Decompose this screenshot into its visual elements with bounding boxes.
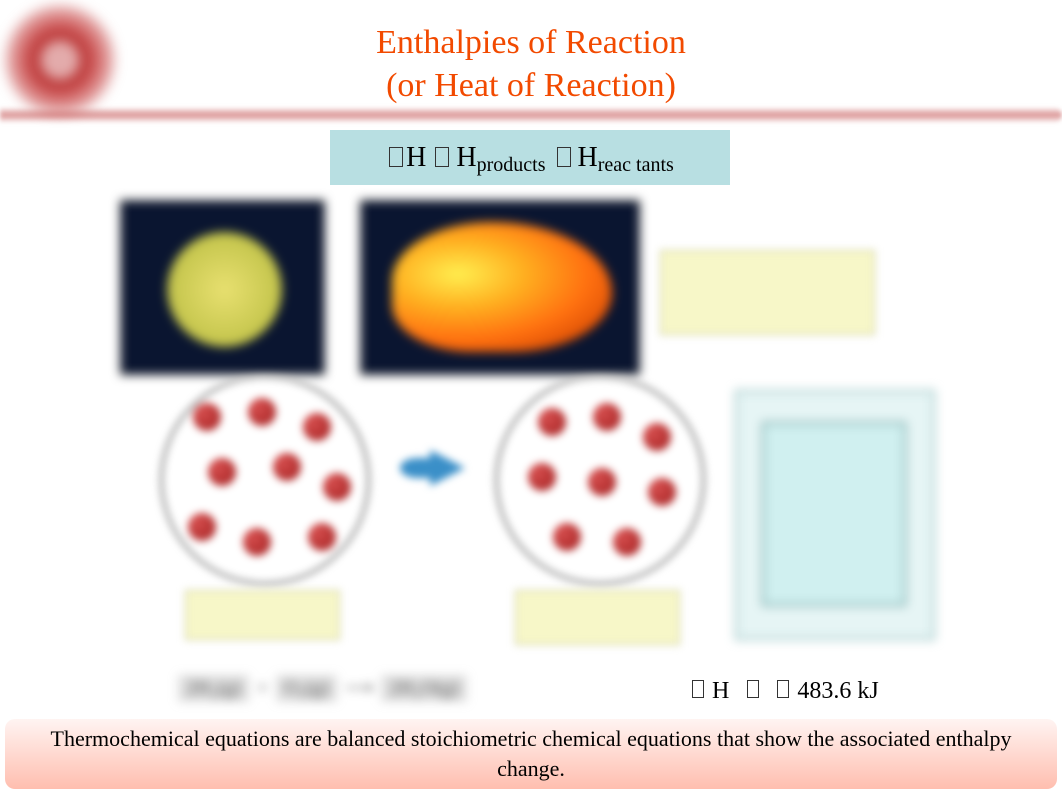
annotation-products: [515, 590, 680, 645]
atom-icon: [323, 473, 351, 501]
atom-icon: [188, 513, 216, 541]
atom-icon: [588, 468, 616, 496]
page-title: Enthalpies of Reaction (or Heat of React…: [0, 22, 1062, 107]
reaction-diagram: 2H₂(g) + O₂(g) ⟶ 2H₂O(g): [115, 195, 945, 715]
enthalpy-equation: H H products H reac tants: [330, 130, 730, 185]
atom-icon: [648, 478, 676, 506]
dh-number: 483.6 kJ: [797, 678, 878, 704]
reactants-molecule-view: [160, 375, 370, 585]
atom-icon: [643, 423, 671, 451]
balloon-photo: [120, 200, 325, 375]
atom-icon: [528, 463, 556, 491]
title-line-1: Enthalpies of Reaction: [0, 22, 1062, 65]
delta-glyph-2: [692, 680, 704, 698]
enthalpy-diagram: [735, 390, 935, 640]
footer-bar: Thermochemical equations are balanced st…: [5, 719, 1057, 789]
delta-glyph-1: [389, 147, 403, 167]
dh-equals: [747, 680, 759, 698]
annotation-reactants: [185, 590, 340, 640]
equals-glyph: [435, 147, 449, 167]
atom-icon: [243, 528, 271, 556]
subscript-reactants: reac tants: [598, 154, 674, 177]
equation-h-1: H: [406, 142, 426, 174]
atom-icon: [308, 523, 336, 551]
dh-h: H: [712, 678, 729, 704]
minus-glyph: [557, 147, 571, 167]
atom-icon: [553, 523, 581, 551]
reaction-arrow-icon: [400, 450, 470, 485]
atom-icon: [208, 458, 236, 486]
atom-icon: [613, 528, 641, 556]
explosion-photo: [360, 200, 640, 375]
atom-icon: [273, 453, 301, 481]
annotation-top: [660, 250, 875, 335]
footer-text: Thermochemical equations are balanced st…: [35, 724, 1027, 783]
atom-icon: [248, 398, 276, 426]
chemical-equation-blurred: 2H₂(g) + O₂(g) ⟶ 2H₂O(g): [175, 675, 595, 705]
header-divider: [0, 108, 1062, 122]
atom-icon: [538, 408, 566, 436]
dh-minus: [777, 680, 789, 698]
atom-icon: [303, 413, 331, 441]
equation-h-2: H: [456, 142, 476, 174]
products-molecule-view: [495, 375, 705, 585]
title-line-2: (or Heat of Reaction): [0, 65, 1062, 108]
subscript-products: products: [477, 154, 546, 177]
equation-h-3: H: [578, 142, 598, 174]
atom-icon: [193, 403, 221, 431]
atom-icon: [593, 403, 621, 431]
delta-h-value: H 483.6 kJ: [690, 678, 879, 705]
